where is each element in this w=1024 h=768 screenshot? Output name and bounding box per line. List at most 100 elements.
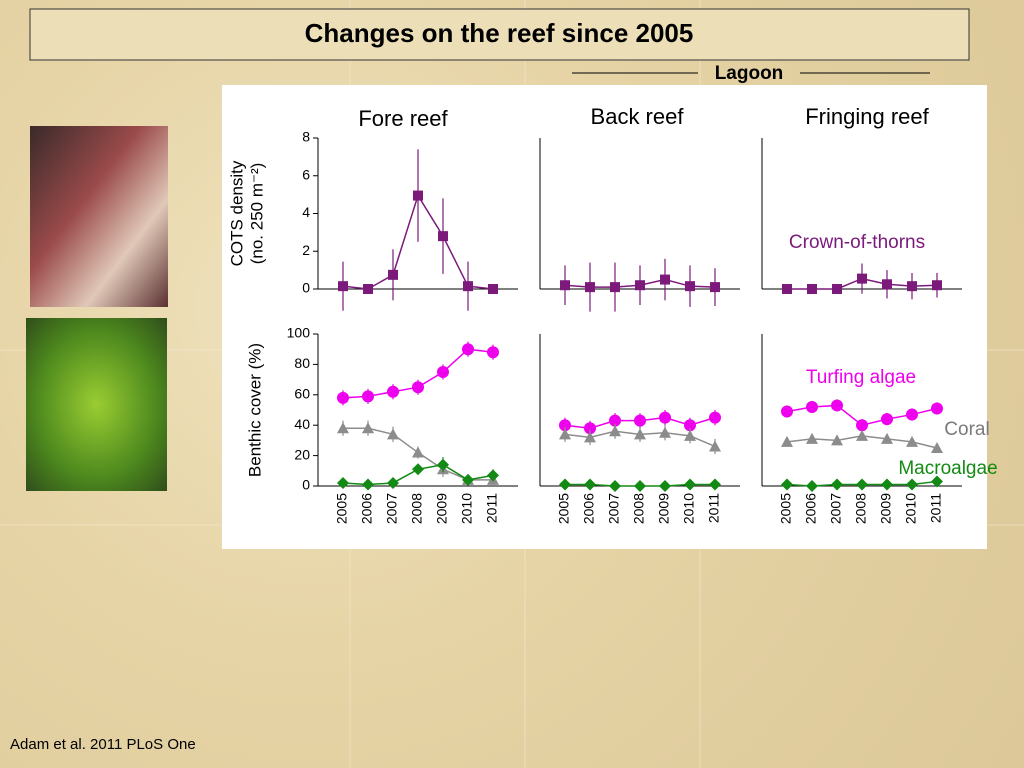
data-point [362, 390, 374, 403]
data-point [462, 343, 474, 356]
data-point [931, 402, 943, 415]
x-tick-label: 2005 [556, 493, 572, 524]
data-point [931, 475, 943, 488]
x-tick-label: 2007 [606, 493, 622, 524]
data-point [412, 463, 424, 476]
y-tick-label: 60 [294, 386, 310, 402]
panel-title: Back reef [591, 104, 685, 129]
data-point [906, 408, 918, 421]
data-point [832, 284, 842, 294]
y-tick-label: 8 [302, 129, 310, 145]
y-tick-label: 80 [294, 355, 310, 371]
data-point [337, 391, 349, 404]
data-point [882, 279, 892, 290]
lagoon-label: Lagoon [715, 63, 784, 84]
data-point [709, 440, 721, 452]
photo-starfish [30, 126, 168, 307]
data-point [710, 282, 720, 293]
data-point [387, 476, 399, 489]
data-point [487, 346, 499, 359]
y-tick-label: 40 [294, 416, 310, 432]
x-tick-label: 2007 [384, 493, 400, 524]
series-annotation: Turfing algae [806, 367, 916, 388]
y-axis-label: COTS density [227, 160, 246, 266]
data-point [857, 273, 867, 284]
series-annotation: Macroalgae [898, 458, 997, 479]
chart-panel [222, 85, 987, 549]
y-axis-label: (no. 250 m⁻²) [247, 163, 266, 265]
data-point [907, 281, 917, 292]
data-point [437, 458, 449, 471]
data-point [709, 478, 721, 491]
data-point [831, 434, 843, 446]
data-point [685, 281, 695, 292]
data-point [437, 366, 449, 378]
data-point [856, 478, 868, 491]
x-tick-label: 2005 [778, 493, 794, 524]
x-tick-label: 2009 [434, 493, 450, 524]
data-point [362, 478, 374, 491]
x-tick-label: 2005 [334, 493, 350, 524]
x-tick-label: 2006 [359, 493, 375, 524]
data-point [684, 419, 696, 432]
x-tick-label: 2011 [706, 493, 722, 523]
data-point [584, 431, 596, 443]
x-tick-label: 2007 [828, 493, 844, 524]
data-point [412, 381, 424, 394]
data-point [931, 442, 943, 453]
data-point [462, 473, 474, 486]
data-point [881, 478, 893, 491]
data-point [906, 435, 918, 447]
x-tick-label: 2008 [631, 493, 647, 524]
data-point [781, 435, 793, 447]
data-point [413, 190, 423, 201]
data-point [831, 478, 843, 491]
data-point [463, 281, 473, 292]
data-point [635, 280, 645, 291]
data-point [881, 432, 893, 444]
data-point [488, 284, 498, 294]
data-point [831, 399, 843, 412]
citation: Adam et al. 2011 PLoS One [10, 736, 196, 753]
data-point [634, 480, 646, 492]
series-annotation: Coral [944, 419, 989, 440]
data-point [337, 422, 349, 434]
data-point [438, 231, 448, 242]
data-point [363, 284, 373, 294]
x-tick-label: 2011 [928, 493, 944, 523]
data-point [387, 385, 399, 398]
y-tick-label: 20 [294, 446, 310, 462]
y-tick-label: 0 [302, 280, 310, 296]
x-tick-label: 2010 [903, 493, 919, 524]
y-axis-label: Benthic cover (%) [245, 343, 264, 477]
data-point [906, 478, 918, 491]
data-point [634, 414, 646, 427]
data-point [806, 480, 818, 492]
data-point [559, 428, 571, 440]
data-point [781, 405, 793, 418]
data-point [559, 478, 571, 491]
data-point [387, 428, 399, 440]
data-point [659, 411, 671, 424]
data-point [659, 480, 671, 492]
data-point [559, 419, 571, 432]
data-point [659, 426, 671, 438]
data-point [782, 284, 792, 294]
data-point [610, 282, 620, 293]
x-tick-label: 2010 [681, 493, 697, 524]
y-tick-label: 6 [302, 166, 310, 182]
data-point [684, 478, 696, 491]
data-point [932, 280, 942, 291]
x-tick-label: 2011 [484, 493, 500, 523]
data-point [609, 414, 621, 427]
x-tick-label: 2009 [878, 493, 894, 524]
x-tick-label: 2006 [581, 493, 597, 524]
data-point [881, 413, 893, 426]
panel-title: Fringing reef [805, 104, 929, 129]
data-point [806, 400, 818, 413]
data-point [660, 274, 670, 285]
data-point [609, 425, 621, 437]
data-point [856, 429, 868, 441]
x-tick-label: 2006 [803, 493, 819, 524]
